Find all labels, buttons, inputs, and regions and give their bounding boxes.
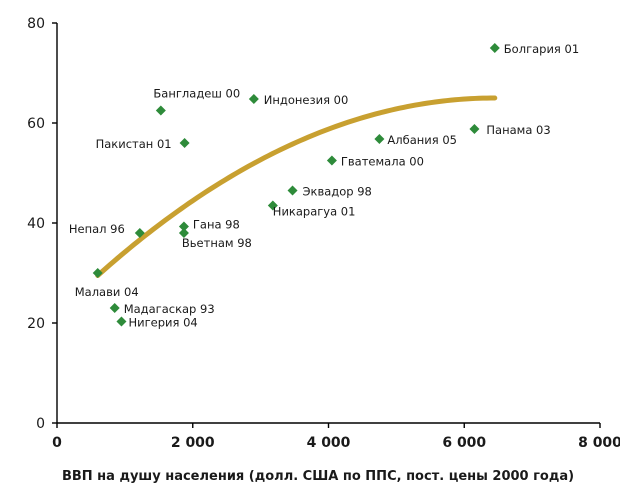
x-tick-label: 2 000 [171, 435, 215, 451]
data-point [469, 124, 480, 134]
data-point [248, 94, 259, 104]
x-tick-label: 8 000 [578, 435, 620, 451]
data-point [374, 134, 385, 144]
data-point [155, 105, 166, 116]
point-label: Вьетнам 98 [182, 236, 252, 250]
point-label: Нигерия 04 [129, 316, 198, 330]
y-tick-label: 20 [27, 316, 45, 332]
point-label: Болгария 01 [504, 42, 579, 56]
x-axis-label: ВВП на душу населения (долл. США по ППС,… [62, 469, 574, 484]
point-label: Никарагуа 01 [273, 205, 356, 219]
point-label: Непал 96 [69, 222, 125, 236]
data-point [178, 221, 189, 232]
axes: 0 20 40 60 80 0 2 000 4 000 6 000 8 000 [27, 16, 620, 451]
data-point [178, 228, 189, 238]
point-label: Индонезия 00 [264, 93, 349, 107]
point-label: Малави 04 [75, 285, 139, 299]
point-label: Бангладеш 00 [153, 87, 240, 101]
point-label: Панама 03 [486, 123, 550, 137]
y-tick-label: 40 [27, 216, 45, 232]
data-point [134, 228, 145, 238]
y-tick-label: 60 [27, 116, 45, 132]
y-tick-label: 80 [27, 16, 45, 32]
data-point [92, 268, 103, 278]
point-label: Пакистан 01 [96, 137, 172, 151]
x-tick-label: 4 000 [307, 435, 351, 451]
x-tick-label: 6 000 [442, 435, 486, 451]
trend-layer [95, 95, 498, 278]
data-point [179, 138, 190, 148]
data-point [116, 316, 127, 327]
point-label: Мадагаскар 93 [124, 302, 215, 316]
point-label: Эквадор 98 [303, 185, 372, 199]
data-point [287, 185, 298, 196]
x-tick-label: 0 [52, 435, 62, 451]
point-labels: Болгария 01 Бангладеш 00 Индонезия 00 Пакис… [69, 42, 579, 330]
data-point [326, 155, 337, 166]
point-label: Гватемала 00 [341, 155, 424, 169]
points-layer [92, 43, 500, 327]
data-point [267, 200, 278, 211]
trend-line [95, 95, 498, 278]
y-tick-label: 0 [36, 416, 45, 432]
data-point [109, 303, 120, 313]
point-label: Албания 05 [387, 133, 457, 147]
point-label: Гана 98 [193, 218, 240, 232]
data-point [489, 43, 500, 53]
